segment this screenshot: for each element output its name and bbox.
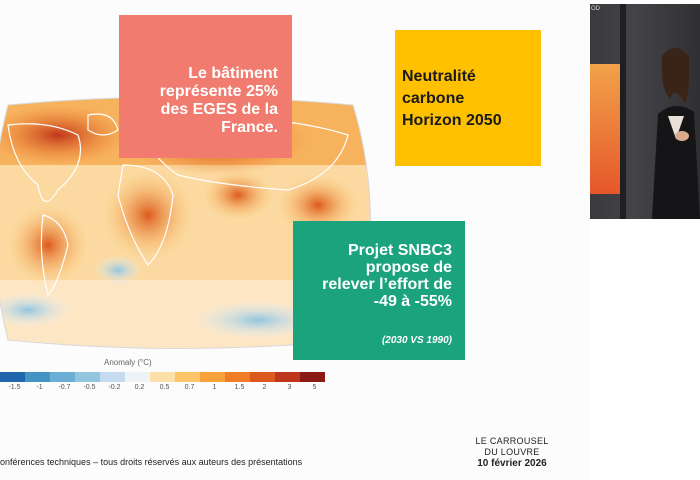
stage-poster (590, 64, 622, 194)
colorbar-tick-label: 2 (262, 384, 267, 391)
slide-footer-copyright: onférences techniques – tous droits rése… (0, 457, 303, 467)
colorbar-tick-label: -1 (36, 384, 43, 391)
colorbar-tick-label: -0.5 (83, 384, 96, 391)
snbc3-text: Projet SNBC3 propose de relever l’effort… (322, 242, 452, 310)
colorbar-segment (100, 372, 125, 382)
video-corner-text: OD (591, 6, 600, 12)
colorbar-segment (75, 372, 100, 382)
colorbar-segment (225, 372, 250, 382)
colorbar-segment (50, 372, 75, 382)
snbc3-box: Projet SNBC3 propose de relever l’effort… (293, 221, 465, 360)
brand-line-1: LE CARROUSEL (475, 436, 549, 446)
colorbar-segment (0, 372, 25, 382)
colorbar-segment (125, 372, 150, 382)
speaker-figure (620, 4, 700, 219)
colorbar-tick-label: -1.5 (8, 384, 21, 391)
colorbar-tick-label: -0.7 (58, 384, 71, 391)
building-emissions-text: Le bâtiment représente 25% des EGES de l… (159, 65, 278, 136)
map-colorbar (0, 372, 325, 382)
colorbar-tick-label: 1.5 (234, 384, 245, 391)
brand-date: 10 février 2026 (477, 458, 547, 469)
brand-line-2: DU LOUVRE (484, 447, 540, 457)
presentation-slide: Le bâtiment représente 25% des EGES de l… (0, 15, 552, 469)
colorbar-tick-label: 0.5 (159, 384, 170, 391)
event-brand: LE CARROUSEL DU LOUVRE 10 février 2026 (472, 436, 552, 469)
colorbar-tick-label: 3 (287, 384, 292, 391)
map-legend-title: Anomaly (°C) (104, 358, 152, 367)
colorbar-tick-label: 5 (312, 384, 317, 391)
colorbar-tick-label: 0.7 (184, 384, 195, 391)
colorbar-tick-label: -0.2 (108, 384, 121, 391)
speaker-video-feed: OD (590, 4, 700, 219)
colorbar-segment (250, 372, 275, 382)
colorbar-segment (275, 372, 300, 382)
carbon-neutrality-box: Neutralité carbone Horizon 2050 (395, 30, 541, 166)
colorbar-segment (25, 372, 50, 382)
colorbar-tick-label: 0.2 (134, 384, 145, 391)
snbc3-subtext: (2030 VS 1990) (381, 335, 452, 346)
colorbar-segment (150, 372, 175, 382)
colorbar-segment (300, 372, 325, 382)
colorbar-tick-label: 1 (212, 384, 217, 391)
map-colorbar-ticks: -1.5 -1 -0.7 -0.5 -0.2 0.2 0.5 0.7 1 1.5 2 3 5 (0, 384, 340, 396)
building-emissions-box: Le bâtiment représente 25% des EGES de l… (119, 15, 292, 158)
colorbar-segment (175, 372, 200, 382)
colorbar-segment (200, 372, 225, 382)
carbon-neutrality-text: Neutralité carbone Horizon 2050 (402, 68, 502, 129)
